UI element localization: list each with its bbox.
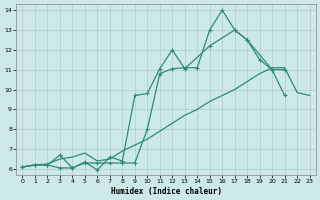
- X-axis label: Humidex (Indice chaleur): Humidex (Indice chaleur): [110, 187, 221, 196]
